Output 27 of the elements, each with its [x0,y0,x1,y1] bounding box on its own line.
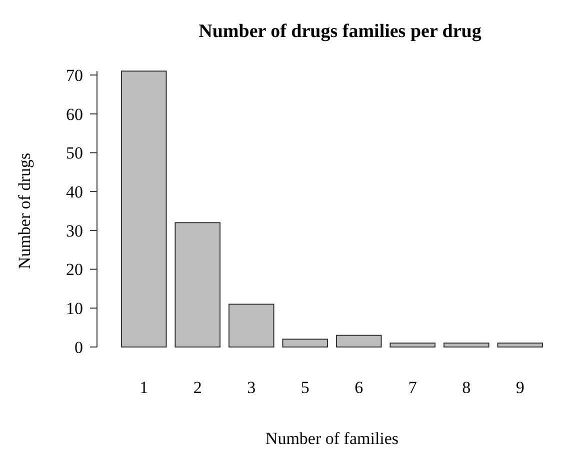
x-tick-label: 7 [408,378,418,397]
y-tick-label: 30 [66,221,83,240]
bar [282,338,328,348]
y-tick-label: 40 [66,182,83,202]
y-tick-label: 0 [74,338,83,357]
bar [174,222,221,348]
x-tick-label: 5 [300,378,310,397]
x-tick-label: 1 [140,378,148,397]
x-tick-label: 9 [516,378,524,397]
x-tick-label: 6 [354,378,364,397]
y-tick-label: 10 [66,299,83,318]
bar [120,70,167,348]
bar [228,304,274,348]
x-tick-label: 2 [193,378,202,397]
y-tick-label: 70 [66,66,83,85]
x-tick-label: 8 [462,378,471,397]
x-tick-label: 3 [247,378,256,397]
bar [443,342,490,348]
y-tick-label: 60 [66,104,83,124]
x-axis-title: Number of families [265,429,399,448]
y-tick-label: 50 [66,144,83,163]
y-axis-title: Number of drugs [15,152,34,270]
bar [336,334,382,348]
chart-title: Number of drugs families per drug [198,21,482,42]
y-tick-label: 20 [66,260,83,280]
bar [390,342,436,348]
bar [497,342,544,348]
